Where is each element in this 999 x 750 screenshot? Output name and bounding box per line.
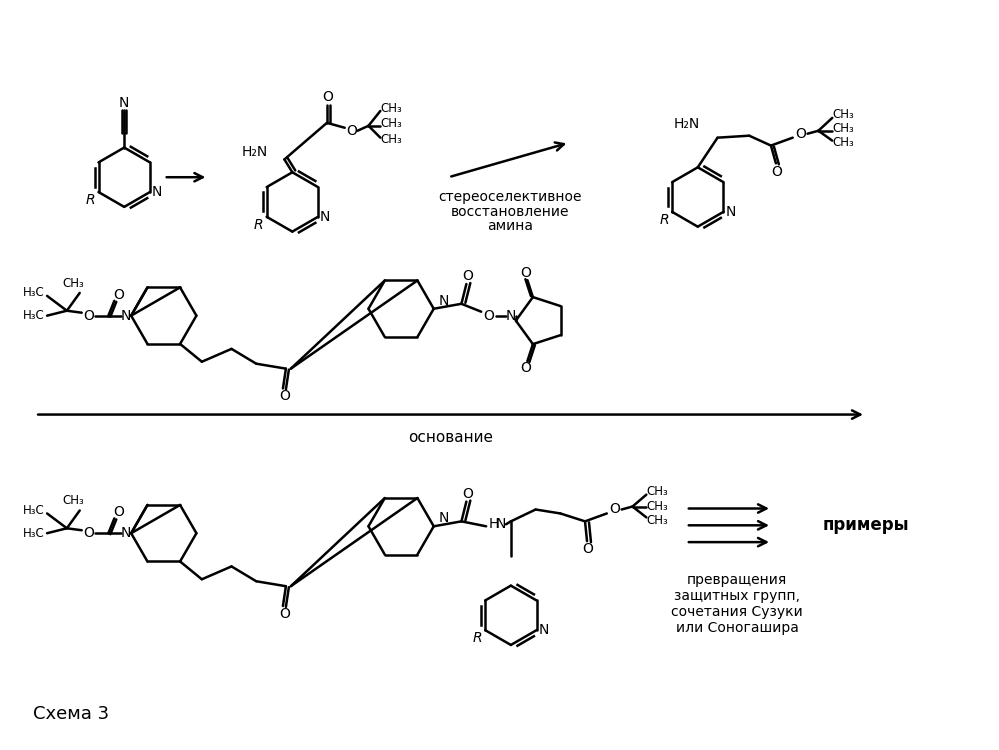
Text: CH₃: CH₃ [646, 500, 668, 513]
Text: O: O [83, 526, 94, 540]
Text: CH₃: CH₃ [832, 122, 854, 135]
Text: CH₃: CH₃ [381, 134, 402, 146]
Text: H₃C: H₃C [23, 286, 45, 299]
Text: CH₃: CH₃ [62, 494, 84, 507]
Text: O: O [280, 389, 291, 404]
Text: CH₃: CH₃ [381, 117, 402, 130]
Text: примеры: примеры [822, 516, 909, 534]
Text: O: O [83, 309, 94, 322]
Text: CH₃: CH₃ [62, 277, 84, 290]
Text: H₃C: H₃C [23, 526, 45, 540]
Text: O: O [113, 288, 124, 302]
Text: N: N [725, 205, 735, 219]
Text: N: N [538, 623, 548, 638]
Text: N: N [496, 518, 506, 531]
Text: H: H [489, 518, 500, 531]
Text: O: O [609, 503, 620, 517]
Text: O: O [462, 269, 473, 283]
Text: CH₃: CH₃ [832, 136, 854, 149]
Text: R: R [86, 193, 96, 207]
Text: N: N [121, 526, 132, 540]
Text: O: O [347, 124, 357, 138]
Text: O: O [280, 607, 291, 621]
Text: O: O [462, 487, 473, 501]
Text: CH₃: CH₃ [646, 514, 668, 526]
Text: Схема 3: Схема 3 [33, 705, 109, 723]
Text: N: N [152, 185, 162, 199]
Text: стереоселективное: стереоселективное [439, 190, 581, 204]
Text: N: N [119, 96, 130, 110]
Text: основание: основание [408, 430, 494, 445]
Text: R: R [473, 631, 483, 645]
Text: амина: амина [487, 219, 532, 232]
Text: CH₃: CH₃ [381, 101, 402, 115]
Text: O: O [771, 165, 782, 179]
Text: N: N [505, 309, 516, 322]
Text: O: O [323, 90, 334, 104]
Text: восстановление: восстановление [451, 205, 569, 219]
Text: N: N [121, 309, 132, 322]
Text: O: O [795, 127, 806, 141]
Text: O: O [519, 266, 530, 280]
Text: CH₃: CH₃ [646, 485, 668, 498]
Text: O: O [484, 309, 495, 322]
Text: H₃C: H₃C [23, 309, 45, 322]
Text: N: N [439, 512, 449, 526]
Text: O: O [519, 361, 530, 375]
Text: H₂N: H₂N [242, 145, 268, 158]
Text: превращения
защитных групп,
сочетания Сузуки
или Соногашира: превращения защитных групп, сочетания Су… [671, 573, 803, 635]
Text: N: N [320, 210, 330, 224]
Text: CH₃: CH₃ [832, 109, 854, 122]
Text: O: O [582, 542, 593, 556]
Text: R: R [659, 213, 669, 226]
Text: H₂N: H₂N [673, 117, 699, 130]
Text: R: R [254, 217, 264, 232]
Text: H₃C: H₃C [23, 504, 45, 517]
Text: N: N [439, 294, 449, 307]
Text: O: O [113, 506, 124, 520]
